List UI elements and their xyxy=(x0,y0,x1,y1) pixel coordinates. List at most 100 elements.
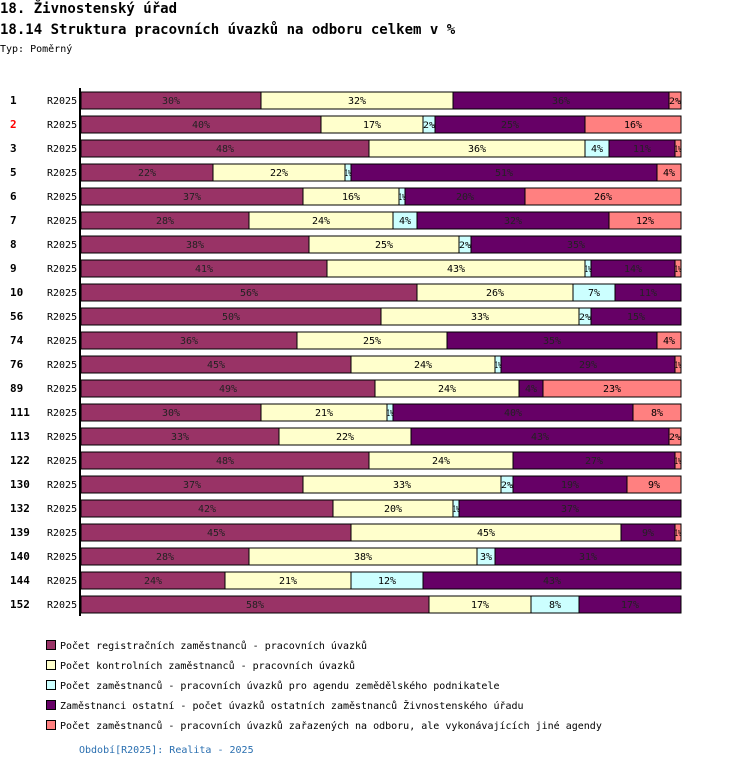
data-label: 36% xyxy=(468,144,486,155)
period-label: R2025 xyxy=(47,144,77,155)
data-label: 49% xyxy=(219,384,237,395)
data-label: 12% xyxy=(636,216,654,227)
data-label: 1% xyxy=(453,505,459,515)
bar-row: 56 R2025 50% 33% 2% 15% xyxy=(10,307,682,326)
period-link[interactable]: Období[R2025]: Realita - 2025 xyxy=(79,745,254,756)
data-label: 24% xyxy=(432,456,450,467)
bar-segment xyxy=(674,355,682,374)
stacked-bar-chart: 1 R2025 30% 32% 36% 2% 2 R2025 40% 17% 2% 25% 16% 3 R2… xyxy=(10,88,682,616)
data-label: 24% xyxy=(438,384,456,395)
bar-row: 10 R2025 56% 26% 7% 11% xyxy=(10,283,682,302)
data-label: 4% xyxy=(525,384,537,395)
data-label: 36% xyxy=(180,336,198,347)
category-label: 6 xyxy=(10,190,17,203)
data-label: 23% xyxy=(603,384,621,395)
data-label: 38% xyxy=(354,552,372,563)
data-label: 40% xyxy=(192,120,210,131)
legend-item: Počet zaměstnanců - pracovních úvazků pr… xyxy=(46,680,602,700)
data-label: 11% xyxy=(633,144,651,155)
data-label: 1% xyxy=(675,145,681,155)
data-label: 43% xyxy=(531,432,549,443)
bar-segment xyxy=(674,523,682,542)
data-label: 25% xyxy=(363,336,381,347)
data-label: 12% xyxy=(378,576,396,587)
category-label: 113 xyxy=(10,430,30,443)
legend-item: Počet registračních zaměstnanců - pracov… xyxy=(46,640,602,660)
data-label: 7% xyxy=(588,288,600,299)
bar-segment xyxy=(614,283,682,302)
period-label: R2025 xyxy=(47,480,77,491)
legend-label: Počet registračních zaměstnanců - pracov… xyxy=(60,641,368,652)
category-label: 111 xyxy=(10,406,30,419)
category-label: 152 xyxy=(10,598,30,611)
legend-swatch xyxy=(46,700,56,710)
data-label: 32% xyxy=(348,96,366,107)
bar-row: 76 R2025 45% 24% 1% 29% 1% xyxy=(10,355,682,374)
category-label: 10 xyxy=(10,286,23,299)
data-label: 33% xyxy=(393,480,411,491)
bar-row: 130 R2025 37% 33% 2% 19% 9% xyxy=(10,475,682,494)
data-label: 45% xyxy=(207,528,225,539)
bar-segment xyxy=(590,307,682,326)
page-title: 18. Živnostenský úřad xyxy=(0,1,178,17)
bar-segment xyxy=(542,379,682,398)
bar-segment xyxy=(608,211,682,230)
bar-segment xyxy=(674,451,682,470)
legend-swatch xyxy=(46,660,56,670)
period-label: R2025 xyxy=(47,312,77,323)
period-label: R2025 xyxy=(47,600,77,611)
category-label: 140 xyxy=(10,550,30,563)
period-label: R2025 xyxy=(47,576,77,587)
category-label: 5 xyxy=(10,166,17,179)
data-label: 33% xyxy=(471,312,489,323)
bar-segment xyxy=(470,235,682,254)
data-label: 2% xyxy=(669,97,682,107)
category-label: 1 xyxy=(10,94,17,107)
data-label: 1% xyxy=(675,529,681,539)
bar-row: 5 R2025 22% 22% 1% 51% 4% xyxy=(10,163,682,182)
data-label: 21% xyxy=(279,576,297,587)
data-label: 27% xyxy=(585,456,603,467)
data-label: 4% xyxy=(663,336,675,347)
data-label: 28% xyxy=(156,552,174,563)
data-label: 29% xyxy=(579,360,597,371)
period-label: R2025 xyxy=(47,432,77,443)
period-label: R2025 xyxy=(47,408,77,419)
data-label: 1% xyxy=(387,409,393,419)
data-label: 1% xyxy=(675,457,681,467)
category-label: 3 xyxy=(10,142,17,155)
legend-item: Počet zaměstnanců - pracovních úvazků za… xyxy=(46,720,602,740)
data-label: 56% xyxy=(240,288,258,299)
data-label: 45% xyxy=(207,360,225,371)
bar-row: 113 R2025 33% 22% 43% 2% xyxy=(10,427,682,446)
data-label: 9% xyxy=(642,528,654,539)
data-label: 1% xyxy=(495,361,501,371)
data-label: 30% xyxy=(162,408,180,419)
data-label: 37% xyxy=(183,192,201,203)
bar-row: 152 R2025 58% 17% 8% 17% xyxy=(10,595,682,614)
bar-segment xyxy=(584,115,682,134)
data-label: 20% xyxy=(456,192,474,203)
data-label: 48% xyxy=(216,144,234,155)
bar-row: 1 R2025 30% 32% 36% 2% xyxy=(10,91,682,110)
period-label: R2025 xyxy=(47,192,77,203)
data-label: 2% xyxy=(459,241,472,251)
period-label: R2025 xyxy=(47,96,77,107)
bar-segment xyxy=(578,595,682,614)
chart-title: 18.14 Struktura pracovních úvazků na odb… xyxy=(0,22,456,38)
data-label: 24% xyxy=(312,216,330,227)
data-label: 16% xyxy=(624,120,642,131)
bar-row: 6 R2025 37% 16% 1% 20% 26% xyxy=(10,187,682,206)
legend-swatch xyxy=(46,720,56,730)
period-label: R2025 xyxy=(47,288,77,299)
legend-item: Zaměstnanci ostatní - počet úvazků ostat… xyxy=(46,700,602,720)
bar-row: 144 R2025 24% 21% 12% 43% xyxy=(10,571,682,590)
bar-row: 89 R2025 49% 24% 4% 23% xyxy=(10,379,682,398)
legend-swatch xyxy=(46,640,56,650)
category-label: 9 xyxy=(10,262,17,275)
bar-segment xyxy=(674,139,682,158)
data-label: 22% xyxy=(270,168,288,179)
data-label: 4% xyxy=(663,168,675,179)
legend-swatch xyxy=(46,680,56,690)
bar-row: 140 R2025 28% 38% 3% 31% xyxy=(10,547,682,566)
